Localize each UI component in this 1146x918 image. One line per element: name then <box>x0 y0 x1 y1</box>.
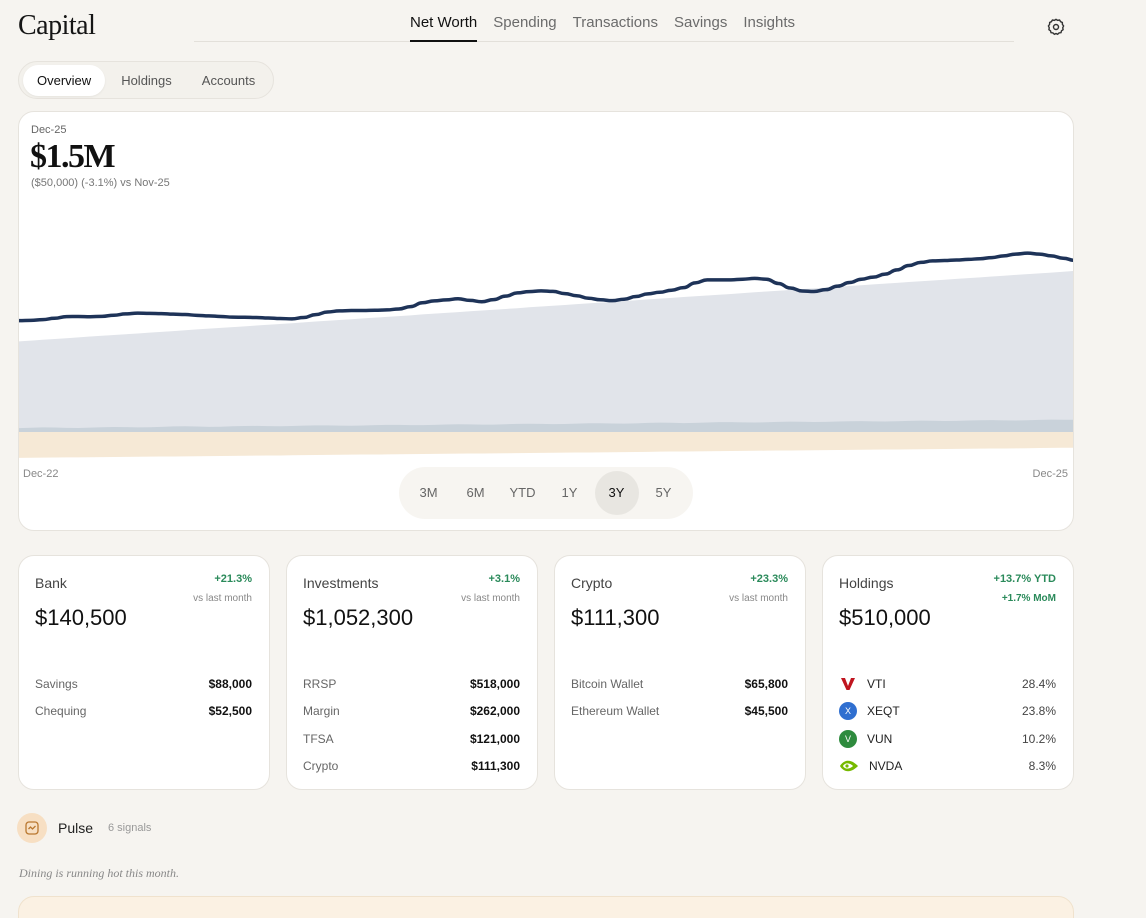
pulse-signal-count: 6 signals <box>108 822 152 834</box>
net-worth-chart-card: Dec-25 $1.5M ($50,000) (-3.1%) vs Nov-25… <box>18 111 1074 531</box>
pulse-icon[interactable] <box>17 813 47 843</box>
holding-ticker: NVDA <box>869 759 903 774</box>
range-5y[interactable]: 5Y <box>655 485 672 500</box>
liabilities-area <box>19 432 1073 458</box>
holdings-card[interactable]: Holdings +13.7% YTD +1.7% MoM $510,000 V… <box>822 555 1074 790</box>
card-title: Holdings <box>839 575 894 591</box>
tab-insights[interactable]: Insights <box>743 14 796 31</box>
app-logo[interactable]: Capital <box>18 10 96 41</box>
card-amount: $140,500 <box>35 605 127 630</box>
top-nav: Net Worth Spending Transactions Savings … <box>194 0 1014 42</box>
card-amount: $1,052,300 <box>303 605 414 630</box>
tab-net-worth[interactable]: Net Worth <box>410 14 478 42</box>
account-label: Bitcoin Wallet <box>571 676 644 691</box>
holding-ticker: XEQT <box>867 704 900 719</box>
x-axis-start-label: Dec-22 <box>23 468 59 480</box>
crypto-card[interactable]: Crypto +23.3% vs last month $111,300 Bit… <box>554 555 806 790</box>
account-value: $111,300 <box>471 759 520 774</box>
card-change: +23.3% <box>750 573 788 585</box>
account-label: Savings <box>35 676 78 691</box>
pulse-message: Dining is running hot this month. <box>19 866 180 880</box>
x-axis-end-label: Dec-25 <box>1032 468 1068 480</box>
range-3m[interactable]: 3M <box>419 485 438 500</box>
pulse-signal-card[interactable] <box>18 896 1074 918</box>
holding-row[interactable]: NVDA 8.3% <box>839 753 1056 781</box>
card-change: +13.7% YTD <box>993 573 1056 585</box>
account-value: $518,000 <box>469 676 520 691</box>
chart-date: Dec-25 <box>31 124 67 136</box>
account-label: TFSA <box>303 731 334 746</box>
card-change-caption: vs last month <box>461 593 520 604</box>
card-title: Crypto <box>571 575 613 591</box>
account-value: $65,800 <box>744 676 788 691</box>
account-value: $88,000 <box>208 676 252 691</box>
view-switcher: Overview Holdings Accounts <box>18 61 275 99</box>
range-6m[interactable]: 6M <box>466 485 485 500</box>
card-change-caption: vs last month <box>729 593 788 604</box>
holding-percent: 23.8% <box>1021 704 1056 719</box>
account-value: $52,500 <box>208 704 252 719</box>
tab-transactions[interactable]: Transactions <box>572 14 658 31</box>
account-row[interactable]: TFSA $121,000 <box>303 725 520 753</box>
holding-ticker: VTI <box>867 676 886 691</box>
tab-spending[interactable]: Spending <box>493 14 557 31</box>
holding-row[interactable]: V VUN 10.2% <box>839 725 1056 753</box>
nvidia-logo-icon <box>840 761 858 772</box>
card-amount: $510,000 <box>839 605 931 630</box>
account-label: Margin <box>303 704 340 719</box>
net-worth-delta: ($50,000) (-3.1%) vs Nov-25 <box>31 177 170 189</box>
bank-card[interactable]: Bank +21.3% vs last month $140,500 Savin… <box>18 555 270 790</box>
account-row[interactable]: Crypto $111,300 <box>303 753 520 781</box>
account-row[interactable]: Margin $262,000 <box>303 698 520 726</box>
account-label: Ethereum Wallet <box>571 704 660 719</box>
investments-card[interactable]: Investments +3.1% vs last month $1,052,3… <box>286 555 538 790</box>
range-3y[interactable]: 3Y <box>594 471 639 515</box>
account-value: $262,000 <box>469 704 520 719</box>
gear-icon[interactable] <box>1046 17 1066 37</box>
card-change-caption: +1.7% MoM <box>1001 593 1056 604</box>
xeqt-icon: X <box>839 702 857 721</box>
account-row[interactable]: RRSP $518,000 <box>303 670 520 698</box>
vun-icon: V <box>839 729 857 748</box>
account-label: Chequing <box>35 704 87 719</box>
subtab-overview[interactable]: Overview <box>23 64 106 96</box>
card-title: Bank <box>35 575 67 591</box>
account-label: Crypto <box>303 759 339 774</box>
tab-savings[interactable]: Savings <box>673 14 728 31</box>
account-value: $121,000 <box>469 731 520 746</box>
account-row[interactable]: Savings $88,000 <box>35 670 252 698</box>
holding-percent: 28.4% <box>1021 676 1056 691</box>
bank-crypto-area <box>19 419 1073 432</box>
account-row[interactable]: Ethereum Wallet $45,500 <box>571 698 788 726</box>
investments-area <box>19 271 1073 432</box>
holding-row[interactable]: VTI 28.4% <box>839 670 1056 698</box>
account-row[interactable]: Chequing $52,500 <box>35 698 252 726</box>
subtab-accounts[interactable]: Accounts <box>201 72 256 88</box>
account-label: RRSP <box>303 676 337 691</box>
card-change-caption: vs last month <box>193 593 252 604</box>
account-row[interactable]: Bitcoin Wallet $65,800 <box>571 670 788 698</box>
holding-percent: 10.2% <box>1021 731 1056 746</box>
account-value: $45,500 <box>744 704 788 719</box>
range-1y[interactable]: 1Y <box>561 485 578 500</box>
vanguard-v-icon <box>841 677 855 690</box>
card-change: +21.3% <box>214 573 252 585</box>
holding-ticker: VUN <box>867 731 893 746</box>
pulse-title[interactable]: Pulse <box>58 820 94 836</box>
net-worth-chart[interactable] <box>19 112 1074 531</box>
subtab-holdings[interactable]: Holdings <box>121 72 172 88</box>
holding-row[interactable]: X XEQT 23.8% <box>839 698 1056 726</box>
card-change: +3.1% <box>488 573 521 585</box>
net-worth-value: $1.5M <box>30 138 116 175</box>
range-ytd[interactable]: YTD <box>509 485 536 500</box>
card-amount: $111,300 <box>571 605 660 630</box>
time-range-selector: 3M 6M YTD 1Y 3Y 5Y <box>399 467 693 519</box>
holding-percent: 8.3% <box>1028 759 1056 774</box>
net-worth-line <box>19 251 1073 323</box>
card-title: Investments <box>303 575 379 591</box>
